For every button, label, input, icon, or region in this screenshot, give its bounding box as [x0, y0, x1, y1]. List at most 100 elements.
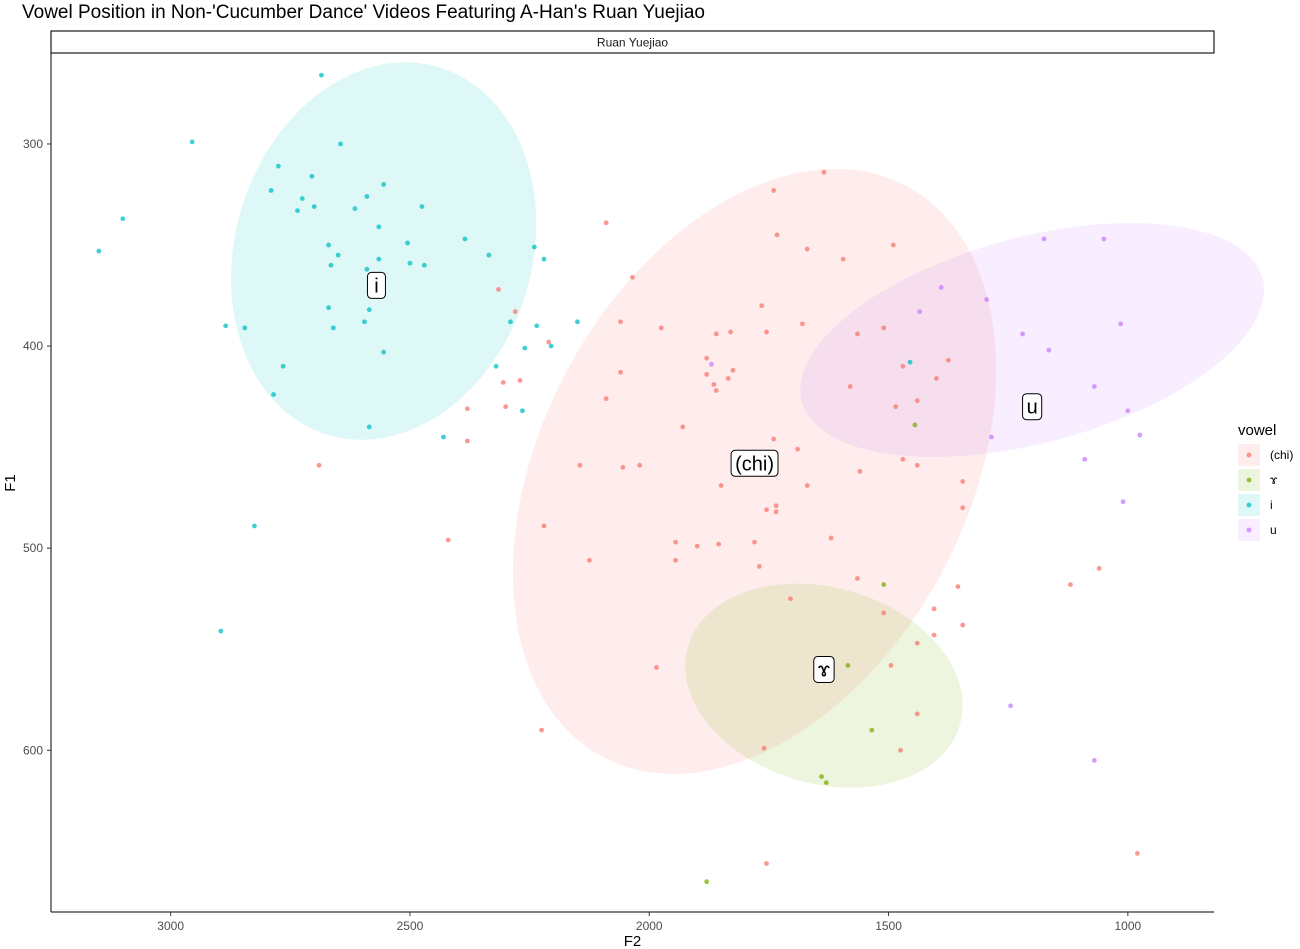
point-i: [381, 181, 387, 187]
point-chi: [881, 325, 887, 331]
point-i: [405, 240, 410, 246]
point-chi: [630, 274, 635, 280]
y-axis-title: F1: [2, 474, 19, 492]
point-series-1: [823, 780, 829, 786]
point-i: [271, 392, 276, 397]
point-chi: [774, 232, 780, 238]
ellipse-series-1: [685, 583, 963, 788]
point-chi: [694, 543, 700, 549]
point-chi: [881, 610, 887, 616]
point-chi: [855, 576, 860, 581]
point-chi: [900, 363, 906, 369]
point-u: [1101, 236, 1107, 242]
point-chi: [517, 378, 523, 383]
x-tick-label: 3000: [157, 919, 184, 933]
x-axis-title: F2: [624, 933, 642, 949]
point-u: [1120, 499, 1126, 505]
centroid-box-series-1: [813, 655, 835, 683]
point-i: [907, 359, 913, 365]
point-chi: [603, 220, 609, 226]
point-u: [1046, 347, 1052, 353]
point-i: [366, 424, 372, 430]
point-chi: [800, 321, 805, 327]
point-chi: [761, 745, 767, 751]
point-i: [311, 204, 317, 210]
point-chi: [773, 503, 779, 509]
point-i: [96, 248, 102, 254]
x-tick-label: 1500: [875, 919, 902, 933]
point-u: [1125, 408, 1131, 414]
point-u: [1091, 384, 1097, 389]
y-axis-ticks: 300 400 500 600: [23, 137, 51, 757]
point-i: [218, 628, 224, 634]
point-chi: [546, 339, 552, 345]
point-i: [120, 216, 126, 222]
point-chi: [1068, 582, 1073, 587]
point-chi: [828, 535, 834, 541]
point-i: [335, 252, 341, 258]
point-i: [441, 434, 446, 440]
x-tick-label: 2500: [397, 919, 424, 933]
point-i: [522, 345, 528, 351]
point-chi: [898, 747, 903, 753]
centroid-box-u: [1022, 393, 1043, 421]
point-chi: [445, 537, 451, 543]
point-series-1: [845, 663, 851, 668]
point-chi: [900, 456, 906, 462]
point-chi: [960, 622, 966, 628]
point-chi: [512, 309, 518, 315]
point-i: [189, 139, 195, 145]
point-u: [917, 309, 923, 315]
point-chi: [759, 303, 765, 309]
legend-dot-series-1: [1246, 477, 1252, 483]
point-chi: [773, 509, 779, 515]
point-chi: [1096, 566, 1102, 571]
point-chi: [840, 256, 846, 262]
ellipse-i: [231, 62, 537, 440]
point-chi: [577, 462, 583, 468]
point-i: [223, 323, 229, 329]
centroid-text-series-1: ɤ: [818, 659, 831, 681]
point-i: [352, 206, 358, 212]
point-chi: [914, 398, 920, 404]
point-chi: [764, 861, 769, 866]
point-chi: [728, 329, 734, 335]
point-i: [362, 319, 367, 325]
point-chi: [658, 325, 664, 331]
point-i: [376, 224, 382, 230]
point-chi: [771, 436, 777, 442]
centroid-label-u: u: [1022, 393, 1043, 421]
y-tick-label: 300: [23, 137, 43, 151]
point-chi: [960, 479, 966, 484]
y-tick-label: 600: [23, 743, 43, 757]
point-i: [364, 194, 370, 199]
point-chi: [771, 188, 777, 193]
x-axis-ticks: 3000 2500 2000 1500 1000: [157, 912, 1142, 933]
point-chi: [821, 169, 827, 175]
point-chi: [788, 596, 793, 602]
facet-strip-label: Ruan Yuejiao: [597, 36, 669, 50]
point-i: [376, 256, 382, 262]
point-series-1: [819, 774, 824, 779]
point-i: [381, 349, 387, 355]
point-u: [989, 434, 994, 440]
point-i: [326, 305, 331, 311]
point-chi: [847, 384, 853, 389]
point-chi: [914, 711, 920, 717]
point-chi: [795, 446, 801, 452]
y-tick-label: 400: [23, 339, 43, 353]
point-series-1: [704, 879, 710, 885]
point-chi: [756, 563, 762, 569]
point-i: [421, 262, 427, 268]
point-chi: [890, 242, 896, 248]
point-i: [419, 204, 425, 210]
point-i: [330, 325, 336, 331]
y-tick-label: 500: [23, 541, 43, 555]
point-u: [1118, 321, 1124, 327]
point-i: [338, 141, 343, 147]
legend-dot-i: [1246, 502, 1252, 508]
point-i: [541, 256, 547, 262]
legend-label-chi: (chi): [1270, 448, 1293, 462]
point-chi: [680, 424, 686, 430]
